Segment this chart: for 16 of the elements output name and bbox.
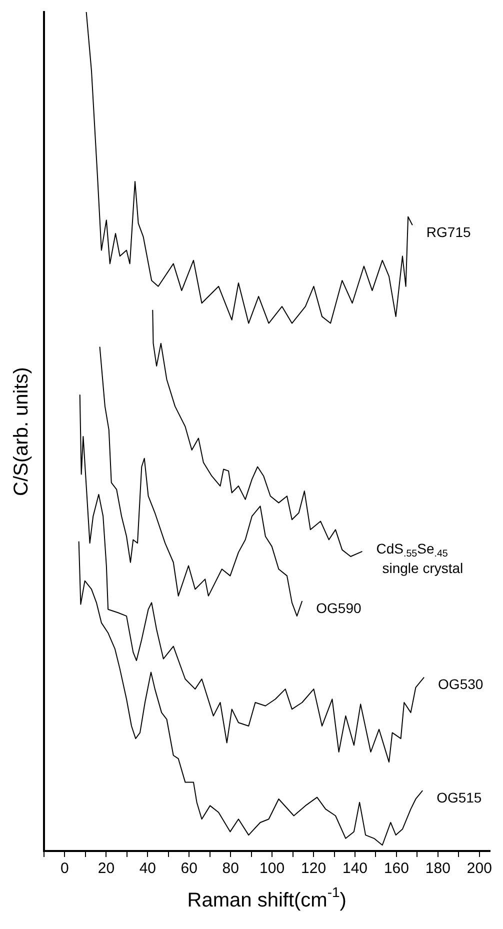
series-label: RG715 (426, 224, 471, 240)
series-label: OG515 (436, 789, 482, 806)
x-tick-label: 0 (60, 860, 69, 878)
x-tick-label: 180 (425, 860, 450, 878)
x-tick-label: 20 (98, 860, 115, 878)
series-label: OG590 (316, 600, 362, 616)
y-axis-title: C/S(arb. units) (10, 367, 33, 496)
x-tick-label: 40 (139, 860, 156, 878)
x-tick-label: 80 (222, 860, 239, 878)
x-tick-label: 160 (384, 860, 409, 878)
x-tick-label: 120 (301, 860, 326, 878)
x-tick-label: 140 (342, 860, 368, 878)
x-tick-label: 60 (180, 860, 198, 878)
series-label: OG530 (438, 676, 484, 692)
x-tick-label: 100 (260, 860, 285, 878)
x-tick-label: 200 (466, 860, 492, 878)
